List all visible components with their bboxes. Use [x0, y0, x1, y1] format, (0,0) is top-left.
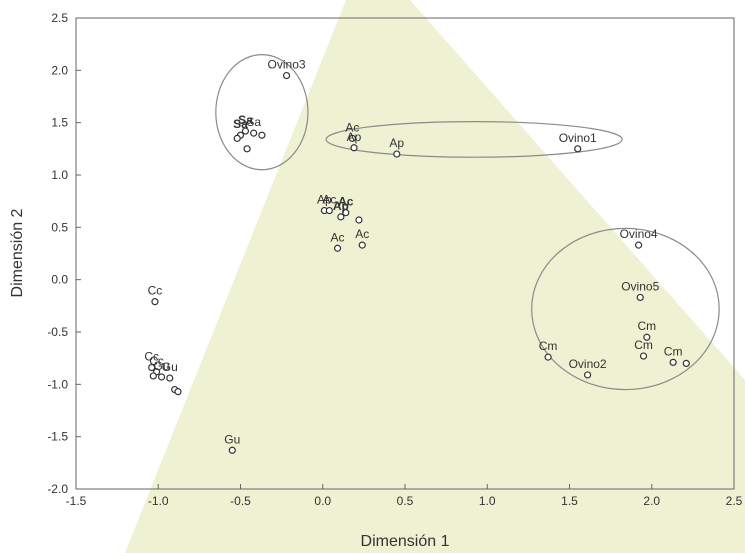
data-point: [355, 216, 363, 224]
point-label: Ap: [333, 199, 349, 213]
y-axis-ticks: -2.0 -1.5 -1.0 -0.5 0.0 0.5 1.0 1.5 2.0 2.5: [47, 11, 81, 496]
point-label: Ac: [322, 193, 336, 207]
data-point: [669, 358, 677, 366]
point-label: Ap: [317, 193, 332, 207]
point-label: Ovino5: [621, 279, 659, 293]
y-tick-label: -1.5: [47, 430, 68, 444]
data-point: [348, 134, 356, 142]
x-tick-label: 0.5: [397, 494, 414, 508]
data-point: [574, 145, 582, 153]
point-label: Sa: [238, 113, 253, 127]
x-tick-label: -1.0: [148, 494, 169, 508]
point-label: Cm: [539, 339, 558, 353]
data-point: [325, 206, 333, 215]
point-label: Cc: [148, 284, 163, 298]
point-label: Ovino1: [559, 131, 597, 145]
x-axis-ticks: -1.5 -1.0 -0.5 0.0 0.5 1.0 1.5 2.0 2.5: [66, 484, 743, 508]
point-label: Cm: [634, 338, 653, 352]
data-point: [639, 352, 648, 360]
y-tick-label: 2.0: [51, 63, 68, 77]
data-point: [583, 371, 592, 379]
point-label: Ac: [331, 230, 345, 244]
data-point: [228, 446, 236, 454]
data-point: [282, 71, 291, 80]
data-point: [233, 134, 241, 142]
point-label: Ovino2: [569, 357, 607, 371]
data-point: [166, 374, 174, 382]
point-label: Sa: [233, 117, 248, 131]
data-point: [350, 144, 358, 152]
point-label: Gu: [162, 360, 178, 374]
data-point: [358, 241, 366, 249]
background-shape: [125, 0, 745, 553]
data-point: [250, 129, 258, 137]
data-point: [149, 372, 157, 380]
data-point: [682, 359, 690, 367]
data-point: [174, 388, 182, 396]
point-label: Gu: [154, 359, 170, 373]
y-tick-label: 1.5: [51, 116, 68, 130]
point-label: Ac: [338, 195, 354, 209]
cluster-ellipse: [531, 227, 720, 391]
y-tick-label: -1.0: [47, 377, 68, 391]
point-label: Cc: [149, 354, 164, 368]
cluster-ellipses: [215, 54, 720, 391]
x-tick-label: 2.5: [726, 494, 743, 508]
data-point: [243, 145, 251, 153]
data-point: [544, 353, 552, 361]
point-label: Gu: [224, 432, 240, 446]
data-point: [342, 209, 350, 217]
data-point: [258, 131, 266, 139]
cluster-ellipse: [215, 54, 309, 171]
y-tick-label: 2.5: [51, 11, 68, 25]
data-point: [393, 150, 401, 158]
point-label: Ac: [345, 120, 359, 134]
point-label: Ap: [389, 136, 404, 150]
data-point: [241, 127, 250, 135]
point-label: Cm: [637, 319, 656, 333]
point-label: Sa: [246, 115, 261, 129]
data-point: [148, 363, 156, 372]
data-point: [157, 373, 166, 381]
x-tick-label: 2.0: [643, 494, 660, 508]
point-label: Ovino4: [620, 227, 658, 241]
x-tick-label: -0.5: [230, 494, 251, 508]
cluster-ellipse: [325, 121, 623, 158]
y-tick-label: -0.5: [47, 325, 68, 339]
point-label: Ap: [347, 130, 362, 144]
x-tick-label: 0.0: [314, 494, 331, 508]
data-point: [333, 244, 342, 252]
data-point: [634, 241, 643, 249]
y-tick-label: -2.0: [47, 482, 68, 496]
y-tick-label: 0.0: [51, 273, 68, 287]
x-axis-label: Dimensión 1: [361, 533, 450, 550]
data-point: [151, 298, 159, 306]
y-axis-label: Dimensión 2: [9, 208, 26, 297]
y-tick-label: 0.5: [51, 220, 68, 234]
data-point: [636, 293, 644, 302]
x-tick-label: -1.5: [66, 494, 87, 508]
data-point: [337, 213, 345, 221]
point-label: Cc: [144, 350, 159, 364]
point-label: Ac: [355, 227, 369, 241]
data-point: [643, 333, 651, 341]
y-tick-label: 1.0: [51, 168, 68, 182]
x-tick-label: 1.5: [561, 494, 578, 508]
plot-area: -1.5 -1.0 -0.5 0.0 0.5 1.0 1.5 2.0 2.5 -2.0-1.5-…: [47, 11, 742, 508]
x-tick-label: 1.0: [479, 494, 496, 508]
data-points: [148, 71, 690, 454]
point-label: Ovino3: [268, 58, 306, 72]
point-label: Cm: [664, 344, 683, 358]
